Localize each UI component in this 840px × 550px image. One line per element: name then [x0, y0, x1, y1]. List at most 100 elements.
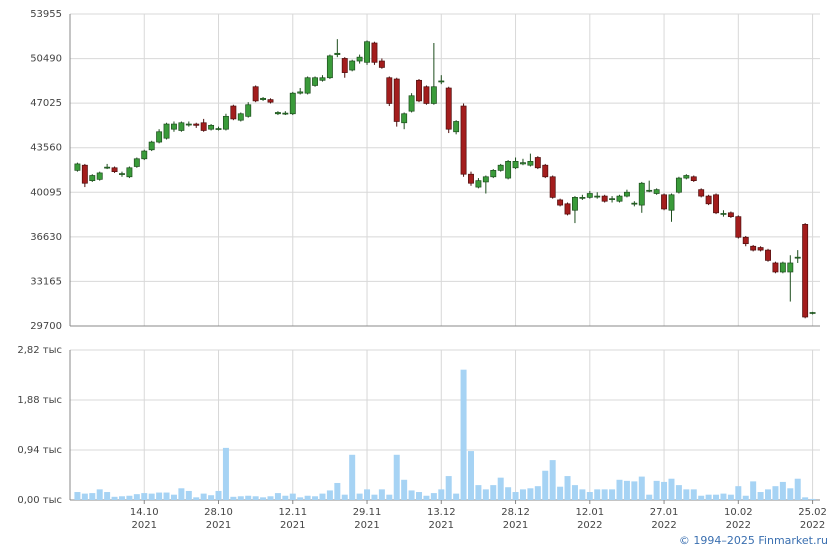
volume-bar	[609, 489, 616, 500]
candle-body	[579, 197, 586, 199]
candle-body	[705, 195, 712, 205]
y-tick-label: 0,94 тыс	[17, 445, 62, 456]
candle-body	[661, 194, 668, 210]
candle-body	[408, 95, 415, 112]
candle-body	[802, 224, 809, 318]
candle-body	[542, 164, 549, 178]
candle-body	[779, 262, 786, 273]
volume-bar	[490, 485, 497, 500]
candle-body	[794, 256, 801, 259]
x-tick-label: 13.12 2021	[426, 507, 456, 531]
candle-body	[475, 180, 482, 188]
volume-bar	[779, 481, 786, 500]
volume-bar	[222, 447, 229, 500]
volume-bar	[698, 495, 705, 500]
candle-body	[690, 176, 697, 181]
volume-bar	[802, 497, 809, 500]
volume-bar	[557, 486, 564, 500]
volume-bar	[549, 460, 556, 500]
candle-body	[356, 56, 363, 62]
volume-bar	[104, 492, 111, 500]
volume-bar	[505, 487, 512, 500]
y-tick-label: 29700	[30, 321, 62, 332]
volume-bar	[215, 490, 222, 500]
candle-body	[282, 112, 289, 115]
volume-bar	[393, 454, 400, 500]
candle-body	[557, 199, 564, 206]
volume-bar	[319, 493, 326, 500]
candle-body	[438, 80, 445, 83]
volume-bar	[653, 480, 660, 500]
candle-body	[512, 160, 519, 169]
volume-bar	[401, 479, 408, 500]
candle-body	[675, 177, 682, 193]
candle-body	[378, 60, 385, 68]
candle-body	[156, 131, 163, 143]
candle-body	[423, 86, 430, 104]
y-tick-label: 40095	[30, 187, 62, 198]
candle-body	[208, 124, 215, 130]
volume-bar	[230, 496, 237, 500]
candle-body	[527, 160, 534, 166]
candle-body	[453, 121, 460, 133]
candle-body	[772, 262, 779, 273]
y-tick-label: 43560	[30, 143, 62, 154]
x-tick-label: 27.01 2022	[649, 507, 679, 531]
candle-body	[713, 194, 719, 214]
volume-bar	[601, 489, 608, 500]
candle-body	[185, 123, 192, 126]
candle-body	[735, 216, 742, 238]
candle-body	[468, 173, 474, 184]
y-tick-label: 36630	[30, 232, 62, 243]
volume-bar	[133, 494, 140, 500]
volume-bar	[126, 495, 133, 500]
candle-body	[653, 189, 660, 194]
y-tick-label: 33165	[30, 276, 62, 287]
candle-body	[720, 213, 727, 215]
candle-body	[490, 170, 497, 178]
volume-bar	[334, 482, 341, 500]
candle-body	[237, 113, 244, 121]
candle-body	[126, 167, 133, 178]
volume-bar	[148, 493, 155, 500]
volume-bar	[720, 493, 727, 500]
volume-bar	[312, 496, 319, 500]
candle-body	[222, 115, 229, 130]
candle-body	[252, 86, 259, 102]
x-tick-label: 10.02 2022	[723, 507, 753, 531]
volume-bar	[200, 493, 207, 500]
volume-bar	[482, 489, 489, 500]
candle-body	[601, 195, 608, 202]
volume-bar	[304, 495, 311, 500]
volume-bar	[193, 497, 200, 500]
volume-bar	[378, 489, 385, 500]
volume-bar	[512, 492, 519, 500]
volume-bar	[675, 485, 682, 500]
candle-body	[193, 123, 200, 126]
volume-bar	[89, 493, 96, 500]
volume-bar	[423, 495, 430, 500]
candle-body	[497, 164, 504, 171]
volume-bar	[260, 497, 267, 500]
candle-body	[787, 262, 794, 273]
candle-body	[74, 163, 81, 171]
volume-bar	[170, 494, 177, 500]
volume-bar	[661, 481, 668, 500]
volume-bar	[623, 480, 630, 500]
y-tick-label: 2,82 тыс	[17, 345, 62, 356]
volume-bar	[326, 490, 333, 500]
candle-body	[171, 123, 177, 130]
candle-body	[133, 158, 140, 167]
volume-bar	[787, 488, 794, 500]
candle-body	[482, 176, 489, 183]
volume-bar	[74, 492, 81, 500]
volume-bar	[185, 490, 192, 500]
volume-bar	[631, 481, 638, 500]
volume-bar	[683, 489, 690, 500]
candle-body	[304, 77, 311, 94]
x-tick-label: 12.01 2022	[575, 507, 605, 531]
candle-body	[289, 92, 296, 115]
candle-body	[534, 157, 541, 169]
candle-body	[274, 112, 281, 115]
